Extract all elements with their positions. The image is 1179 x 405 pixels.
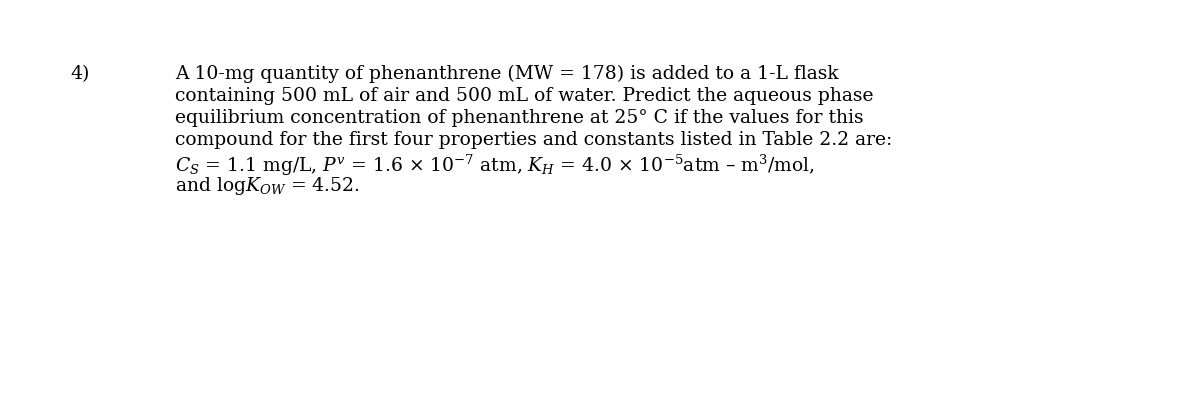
Text: compound for the first four properties and constants listed in Table 2.2 are:: compound for the first four properties a…: [174, 131, 893, 149]
Text: and log$K_{OW}$ = 4.52.: and log$K_{OW}$ = 4.52.: [174, 175, 360, 197]
Text: 4): 4): [70, 65, 90, 83]
Text: $C_S$ = 1.1 mg/L, $P^v$ = 1.6 × 10$^{-7}$ atm, $K_H$ = 4.0 × 10$^{-5}$atm – m$^3: $C_S$ = 1.1 mg/L, $P^v$ = 1.6 × 10$^{-7}…: [174, 153, 815, 178]
Text: A 10-mg quantity of phenanthrene (MW = 178) is added to a 1-L flask: A 10-mg quantity of phenanthrene (MW = 1…: [174, 65, 838, 83]
Text: equilibrium concentration of phenanthrene at 25° C if the values for this: equilibrium concentration of phenanthren…: [174, 109, 864, 127]
Text: containing 500 mL of air and 500 mL of water. Predict the aqueous phase: containing 500 mL of air and 500 mL of w…: [174, 87, 874, 105]
